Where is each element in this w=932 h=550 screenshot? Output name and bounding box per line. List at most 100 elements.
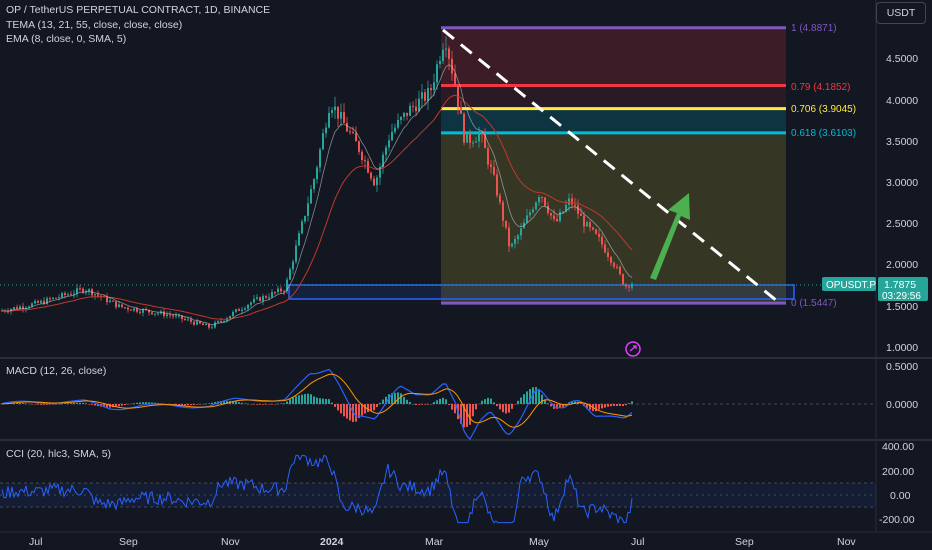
candle-body (112, 300, 114, 302)
candle-body (448, 48, 450, 59)
candle-body (517, 235, 519, 240)
macd-histogram-bar (307, 393, 309, 404)
macd-histogram-bar (433, 401, 435, 404)
candle-body (409, 105, 411, 116)
candle-body (463, 113, 465, 143)
fib-label-0: 0 (1.5447) (791, 298, 837, 309)
cci-tick: 0.00 (890, 490, 911, 502)
cci-legend[interactable]: CCI (20, hlc3, SMA, 5) (6, 448, 112, 460)
candle-body (601, 236, 603, 245)
candle-body (115, 301, 117, 308)
support-zone[interactable] (288, 284, 795, 300)
candle-body (166, 314, 168, 317)
macd-histogram-bar (490, 398, 492, 404)
macd-histogram-bar (613, 404, 615, 407)
macd-histogram-bar (64, 403, 66, 404)
candle-body (40, 300, 42, 303)
macd-histogram-bar (493, 402, 495, 404)
macd-histogram-bar (460, 404, 462, 424)
macd-histogram-bar (343, 404, 345, 417)
candle-body (511, 243, 513, 247)
price-tick: 1.0000 (886, 342, 918, 354)
candle-body (28, 306, 30, 308)
candle-body (400, 116, 402, 121)
macd-histogram-bar (622, 404, 624, 407)
macd-histogram-bar (580, 403, 582, 404)
macd-histogram-bar (85, 403, 87, 404)
candle-body (109, 300, 111, 303)
candle-body (433, 82, 435, 91)
candle-body (616, 266, 618, 268)
candle-body (535, 202, 537, 210)
candle-body (301, 221, 303, 234)
macd-histogram-bar (109, 404, 111, 408)
currency-button[interactable]: USDT (876, 2, 926, 24)
macd-histogram-bar (280, 403, 282, 404)
macd-histogram-bar (253, 404, 255, 405)
macd-histogram-bar (139, 402, 141, 404)
ema-legend[interactable]: EMA (8, close, 0, SMA, 5) (6, 33, 127, 45)
candle-body (499, 195, 501, 203)
candle-body (193, 321, 195, 325)
macd-tick: 0.0000 (886, 399, 918, 411)
macd-histogram-bar (19, 402, 21, 404)
price-tag[interactable]: OPUSDT.P 1.7875 03:29:56 (822, 277, 928, 302)
macd-histogram-bar (130, 403, 132, 405)
symbol-title[interactable]: OP / TetherUS PERPETUAL CONTRACT, 1D, BI… (6, 4, 271, 16)
macd-histogram-bar (1, 403, 3, 405)
macd-legend[interactable]: MACD (12, 26, close) (6, 365, 107, 377)
macd-histogram-bar (214, 401, 216, 404)
event-marker-icon[interactable] (625, 341, 641, 357)
macd-histogram-bar (121, 404, 123, 406)
candle-body (439, 61, 441, 65)
time-label: May (529, 536, 550, 548)
candle-body (181, 315, 183, 320)
candle-body (97, 294, 99, 296)
bullish-arrow-icon[interactable] (650, 193, 690, 280)
macd-histogram-bar (148, 402, 150, 404)
candle-body (583, 215, 585, 227)
macd-histogram-bar (379, 402, 381, 404)
tema-legend[interactable]: TEMA (13, 21, 55, close, close, close) (6, 19, 183, 31)
candle-body (328, 112, 330, 128)
macd-histogram-bar (328, 399, 330, 404)
macd-histogram-bar (262, 404, 264, 405)
candle-body (556, 219, 558, 222)
macd-histogram-bar (37, 404, 39, 405)
candle-body (235, 309, 237, 312)
macd-histogram-bar (58, 403, 60, 405)
macd-histogram-bar (271, 404, 273, 405)
candle-body (16, 307, 18, 309)
candle-body (37, 300, 39, 303)
candle-body (460, 107, 462, 114)
macd-histogram-bar (619, 404, 621, 407)
candle-body (382, 154, 384, 168)
macd-histogram-bar (607, 404, 609, 407)
macd-histogram-bar (127, 404, 129, 405)
candle-body (286, 279, 288, 292)
candle-body (514, 239, 516, 244)
candle-body (289, 269, 291, 280)
candle-body (406, 112, 408, 116)
macd-histogram-bar (49, 404, 51, 405)
candle-body (205, 324, 207, 326)
cci-tick: -200.00 (879, 514, 915, 526)
macd-histogram-bar (472, 404, 474, 417)
macd-histogram-bar (373, 404, 375, 411)
candle-body (52, 297, 54, 299)
candle-body (427, 88, 429, 101)
price-tag-symbol: OPUSDT.P (826, 280, 876, 291)
macd-histogram-bar (244, 403, 246, 404)
candle-body (622, 274, 624, 285)
candle-body (358, 141, 360, 152)
macd-histogram-bar (295, 396, 297, 404)
macd-histogram-bar (610, 404, 612, 407)
cci-tick: 400.00 (882, 441, 914, 453)
candle-body (475, 141, 477, 143)
macd-histogram-bar (73, 402, 75, 404)
candle-body (334, 106, 336, 111)
candle-body (190, 319, 192, 322)
trendline-dashed[interactable] (442, 28, 783, 307)
price-tick: 4.0000 (886, 95, 918, 107)
